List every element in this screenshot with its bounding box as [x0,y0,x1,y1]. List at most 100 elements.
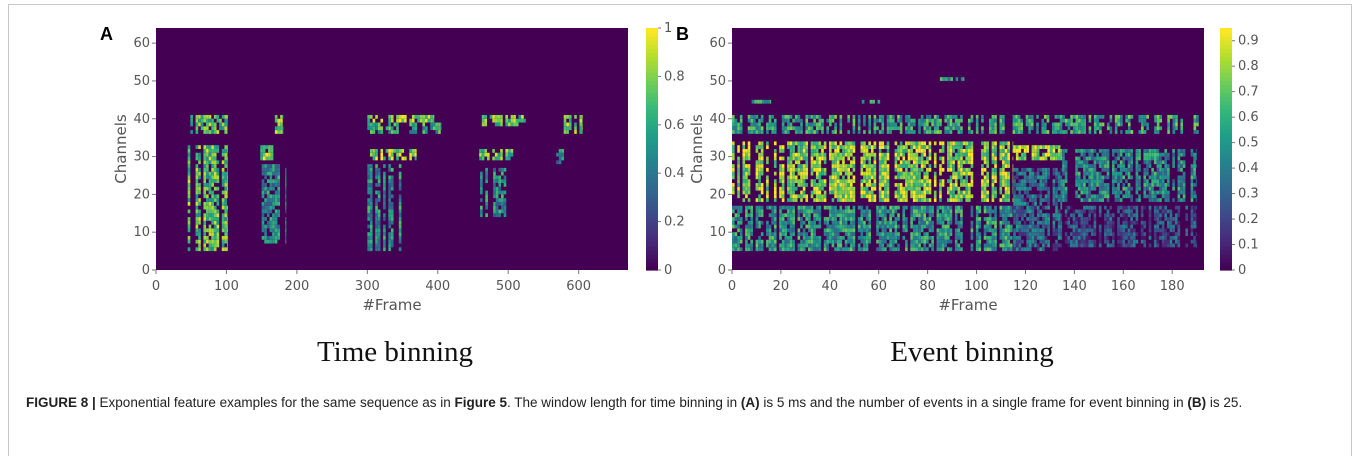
heatmap-cell [933,152,937,157]
heatmap-cell [947,179,950,184]
heatmap-cell [868,183,871,187]
heatmap-cell [187,183,191,187]
heatmap-cell [1036,232,1040,236]
heatmap-cell [766,122,769,127]
heatmap-cell [1039,175,1043,180]
heatmap-cell [766,179,769,184]
heatmap-cell [1041,122,1045,127]
heatmap-cell [1047,198,1050,202]
heatmap-cell [794,118,798,123]
heatmap-cell [797,213,801,218]
heatmap-cell [1127,194,1131,199]
heatmap-cell [779,194,782,199]
heatmap-cell [1023,220,1027,225]
heatmap-cell [1088,235,1091,240]
heatmap-cell [1156,205,1160,210]
heatmap-cell [918,220,921,225]
heatmap-cell [1034,239,1037,244]
heatmap-cell [1125,118,1128,123]
heatmap-cell [766,183,769,187]
heatmap-cell [1039,201,1043,206]
heatmap-cell [1159,164,1162,168]
heatmap-cell [970,114,974,119]
heatmap-cell [1193,167,1196,172]
heatmap-cell [438,130,441,134]
heatmap-cell [1041,118,1045,123]
heatmap-cell [493,179,496,184]
heatmap-cell [737,130,740,134]
heatmap-cell [815,224,819,229]
heatmap-cell [842,224,845,229]
heatmap-cell [1148,220,1152,225]
heatmap-cell [758,220,761,225]
heatmap-cell [829,190,832,195]
heatmap-cell [873,186,877,191]
heatmap-cell [1015,220,1019,225]
heatmap-cell [1002,239,1005,244]
heatmap-cell [994,220,997,225]
heatmap-cell [1122,224,1126,229]
heatmap-cell [970,179,974,184]
heatmap-cell [1177,190,1181,195]
heatmap-cell [1036,156,1040,161]
heatmap-cell [1044,179,1048,184]
heatmap-cell [810,141,814,146]
heatmap-cell [868,118,871,123]
heatmap-cell [1146,160,1149,165]
heatmap-cell [991,239,995,244]
heatmap-cell [886,232,890,236]
heatmap-cell [760,171,764,176]
heatmap-cell [1093,205,1097,210]
heatmap-cell [396,149,399,153]
heatmap-cell [1060,198,1063,202]
heatmap-cell [732,141,735,146]
heatmap-cell [494,156,498,161]
heatmap-cell [216,194,220,199]
heatmap-cell [1143,152,1147,157]
colorbar-segment [1220,241,1232,247]
heatmap-cell [1002,114,1005,119]
colorbar-segment [646,261,658,267]
heatmap-cell [1182,194,1186,199]
heatmap-cell [947,152,950,157]
heatmap-cell [1013,201,1016,206]
heatmap-cell [968,118,971,123]
heatmap-cell [852,194,856,199]
heatmap-cell [1125,130,1128,134]
colorbar-segment [1220,181,1232,186]
heatmap-cell [1122,235,1126,240]
heatmap-cell [994,213,997,218]
colorbar-segment [646,181,658,186]
heatmap-cell [203,160,207,165]
heatmap-cell [923,224,927,229]
heatmap-cell [1156,156,1160,161]
heatmap-cell [505,152,508,157]
colorbar-segment [646,80,658,86]
heatmap-cell [902,198,906,202]
heatmap-cell [1012,126,1016,131]
heatmap-cell [991,198,995,202]
heatmap-cell [1080,235,1084,240]
heatmap-cell [899,118,903,123]
heatmap-cell [419,114,423,119]
heatmap-cell [1182,175,1186,180]
heatmap-cell [1111,235,1115,240]
heatmap-cell [227,213,228,218]
heatmap-cell [773,183,777,187]
heatmap-cell [902,217,906,221]
heatmap-cell [1070,232,1073,236]
heatmap-cell [187,179,191,184]
heatmap-cell [383,224,386,229]
heatmap-cell [1018,228,1022,233]
heatmap-cell [968,171,971,176]
heatmap-cell [1015,235,1019,240]
heatmap-cell [870,164,874,168]
heatmap-cell [1036,217,1040,221]
heatmap-cell [737,220,740,225]
heatmap-cell [1156,198,1160,202]
heatmap-cell [949,213,953,218]
heatmap-cell [781,239,785,244]
heatmap-cell [947,126,950,131]
heatmap-cell [1143,122,1147,127]
heatmap-cell [1159,205,1162,210]
